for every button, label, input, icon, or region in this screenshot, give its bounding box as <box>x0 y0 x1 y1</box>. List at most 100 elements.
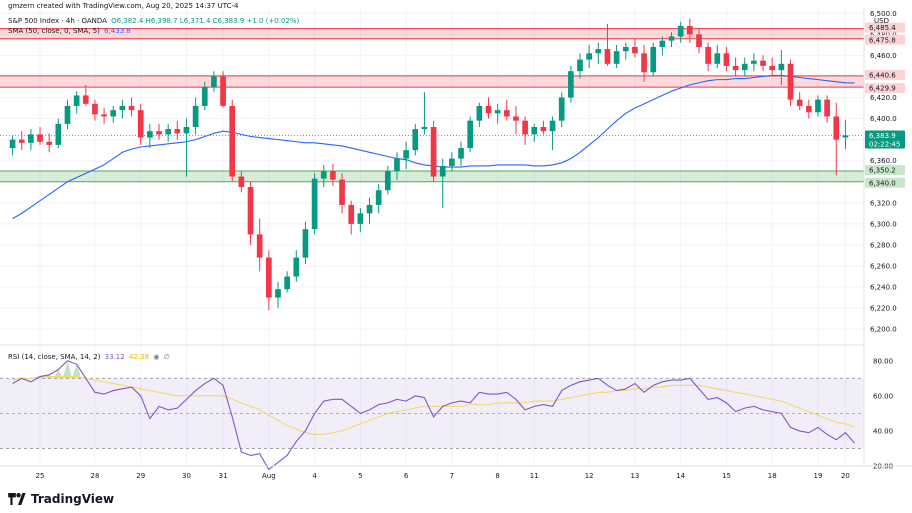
candle-body <box>147 131 153 138</box>
candle-body <box>403 150 409 159</box>
candle <box>28 129 34 151</box>
candle-body <box>9 139 16 149</box>
zone-price-label: 6,340.0 <box>869 179 896 187</box>
zone-price-label: 6,475.8 <box>869 36 896 44</box>
candle-body <box>741 63 748 71</box>
candle <box>650 42 657 77</box>
candle-body <box>330 171 336 180</box>
candle <box>485 97 492 119</box>
rsi-panel <box>0 360 864 471</box>
brand-name: TradingView <box>31 492 115 506</box>
candle <box>302 221 309 264</box>
zone-price-label: 6,429.9 <box>869 85 896 93</box>
time-tick-label: 15 <box>722 472 731 480</box>
time-tick-label: 8 <box>495 472 499 480</box>
candle-body <box>357 213 364 224</box>
candle <box>842 119 849 150</box>
candle-body <box>467 120 474 149</box>
candle-body <box>82 95 89 104</box>
candle <box>220 71 226 109</box>
price-tick-label: 6,280.0 <box>870 241 897 249</box>
candle <box>659 36 666 56</box>
candle-body <box>92 103 98 115</box>
candle-body <box>110 110 117 117</box>
candle <box>394 152 400 180</box>
candle <box>128 97 135 117</box>
time-tick-label: 30 <box>182 472 191 480</box>
tradingview-mark-icon <box>8 493 26 505</box>
candle <box>375 183 382 214</box>
zone-price-tag <box>865 83 905 94</box>
candle-body <box>778 63 785 71</box>
candle <box>183 118 190 177</box>
candle-body <box>183 127 190 134</box>
candle-body <box>622 46 629 52</box>
zone-price-tag <box>865 165 905 176</box>
candle <box>211 71 217 93</box>
candle <box>9 135 16 156</box>
currency-label[interactable]: USD <box>874 17 889 25</box>
price-tick-label: 6,240.0 <box>870 284 897 292</box>
candle <box>751 53 757 72</box>
candle-body <box>714 53 721 64</box>
candle-body <box>769 65 776 71</box>
price-axis[interactable]: 6,200.0 6,220.0 6,240.0 6,260.0 6,280.0 6,300… <box>865 10 905 334</box>
time-tick-label: 28 <box>90 472 99 480</box>
price-tick-label: 6,220.0 <box>870 305 897 313</box>
candle-body <box>293 257 300 277</box>
time-tick-label: 18 <box>768 472 777 480</box>
rsi-legend[interactable]: RSI (14, close, SMA, 14, 2) 33.12 42.38 … <box>8 353 172 361</box>
candle-body <box>449 158 455 166</box>
candle-body <box>641 53 647 73</box>
candle <box>531 123 538 142</box>
candle <box>705 42 711 72</box>
rsi-sma-value: 42.38 <box>128 353 149 361</box>
time-tick-label: 13 <box>630 472 639 480</box>
eye-icon[interactable]: ◉ <box>153 353 160 361</box>
candle <box>741 57 748 77</box>
candle <box>622 42 629 60</box>
time-tick-label: 12 <box>585 472 594 480</box>
candle-body <box>55 123 62 145</box>
candle-body <box>128 105 135 111</box>
candle-body <box>64 105 71 124</box>
candle-body <box>339 179 345 205</box>
candle-body <box>586 53 593 60</box>
candle-body <box>805 105 812 113</box>
chart-credit: gmzern created with TradingView.com, Aug… <box>8 2 239 10</box>
candle-body <box>787 63 794 100</box>
candle <box>449 152 455 172</box>
price-legend[interactable]: S&P 500 Index · 4h · OANDA O6,382.4 H6,3… <box>8 17 301 25</box>
candle <box>604 23 611 66</box>
candle <box>558 92 565 128</box>
null-icon[interactable]: ∅ <box>163 353 170 361</box>
sma-legend[interactable]: SMA (50, close, 0, SMA, 5) 6,433.8 <box>8 27 133 35</box>
ohlc-values: O6,382.4 H6,398.7 L6,371.4 C6,383.9 +1.0… <box>111 17 300 25</box>
candle-body <box>650 46 657 73</box>
zone-price-tag <box>865 69 905 80</box>
time-tick-label: 7 <box>450 472 454 480</box>
price-tick-label: 6,400.0 <box>870 115 897 123</box>
candle <box>110 105 117 123</box>
candle <box>403 141 409 170</box>
tradingview-logo[interactable]: TradingView <box>8 492 114 506</box>
candle <box>760 55 766 72</box>
candle-body <box>677 25 684 37</box>
candle <box>815 95 821 117</box>
candle-body <box>513 116 519 121</box>
candle-body <box>549 120 556 132</box>
rsi-tick-label: 80.00 <box>873 357 893 365</box>
sma-label: SMA (50, close, 0, SMA, 5) <box>8 27 100 35</box>
candle <box>165 123 172 142</box>
time-tick-label: 19 <box>814 472 823 480</box>
symbol-title[interactable]: S&P 500 Index · 4h · OANDA <box>8 17 107 25</box>
candle-body <box>101 114 107 117</box>
candle <box>796 92 803 111</box>
candle-body <box>485 105 492 114</box>
candle-body <box>595 49 602 54</box>
candle-body <box>439 165 446 177</box>
time-axis[interactable]: 25 28 29 30 31 Aug 4 5 6 7 8 11 12 13 14 15 18 19 20 <box>36 472 850 480</box>
candle-body <box>558 97 565 121</box>
